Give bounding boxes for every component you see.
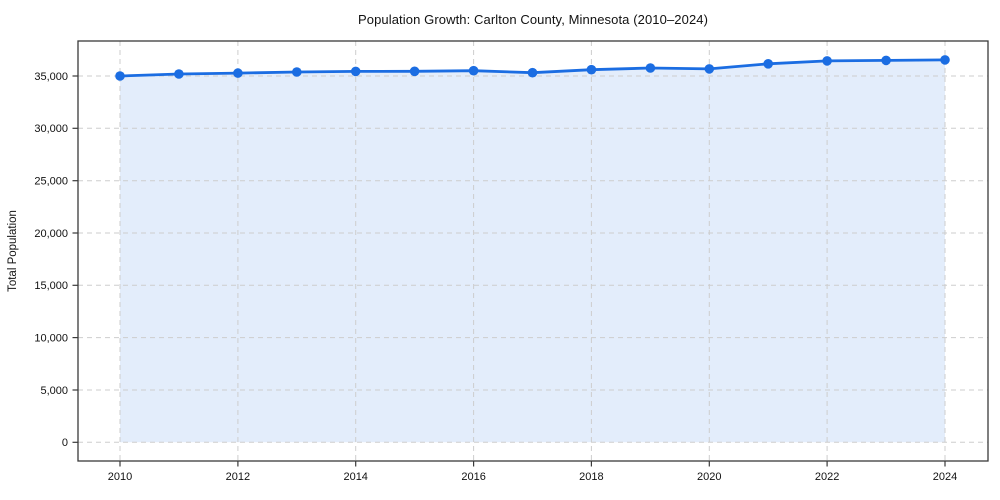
y-tick-label: 25,000	[34, 176, 68, 188]
y-tick-label: 35,000	[34, 71, 68, 83]
y-tick-label: 30,000	[34, 123, 68, 135]
plot-border	[77, 40, 989, 462]
data-point-2013	[292, 67, 302, 77]
data-point-2023	[881, 55, 891, 66]
y-tick-label: 5,000	[40, 385, 68, 397]
data-point-2011	[174, 69, 184, 79]
y-tick-label: 10,000	[34, 332, 68, 344]
data-point-2010	[115, 71, 125, 81]
data-point-2024	[940, 55, 950, 65]
y-tick-label: 20,000	[34, 228, 68, 240]
data-point-2017	[527, 67, 538, 78]
x-tick-label: 2022	[815, 471, 839, 483]
plot-background	[78, 41, 988, 461]
x-tick-label: 2018	[579, 471, 603, 483]
data-point-2019	[645, 63, 656, 73]
data-point-2021	[763, 59, 773, 69]
x-tick-label: 2010	[108, 471, 132, 483]
x-tick-label: 2016	[461, 471, 485, 483]
x-tick-label: 2012	[226, 471, 250, 483]
data-point-2018	[586, 64, 597, 75]
data-point-2012	[233, 68, 243, 78]
x-tick-label: 2024	[933, 471, 957, 483]
y-tick-label: 15,000	[34, 280, 68, 292]
data-point-2015	[409, 66, 420, 77]
x-tick-label: 2020	[697, 471, 721, 483]
x-tick-label: 2014	[343, 471, 367, 483]
data-point-2022	[822, 56, 832, 66]
data-point-2020	[704, 64, 715, 74]
data-point-2016	[468, 65, 479, 76]
y-tick-label: 0	[62, 437, 68, 449]
area-fill	[120, 59, 945, 443]
data-point-2014	[350, 66, 361, 77]
chart-title: Population Growth: Carlton County, Minne…	[357, 12, 709, 27]
